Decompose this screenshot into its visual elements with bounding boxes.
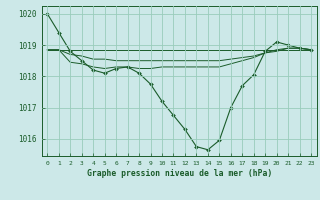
X-axis label: Graphe pression niveau de la mer (hPa): Graphe pression niveau de la mer (hPa) (87, 169, 272, 178)
